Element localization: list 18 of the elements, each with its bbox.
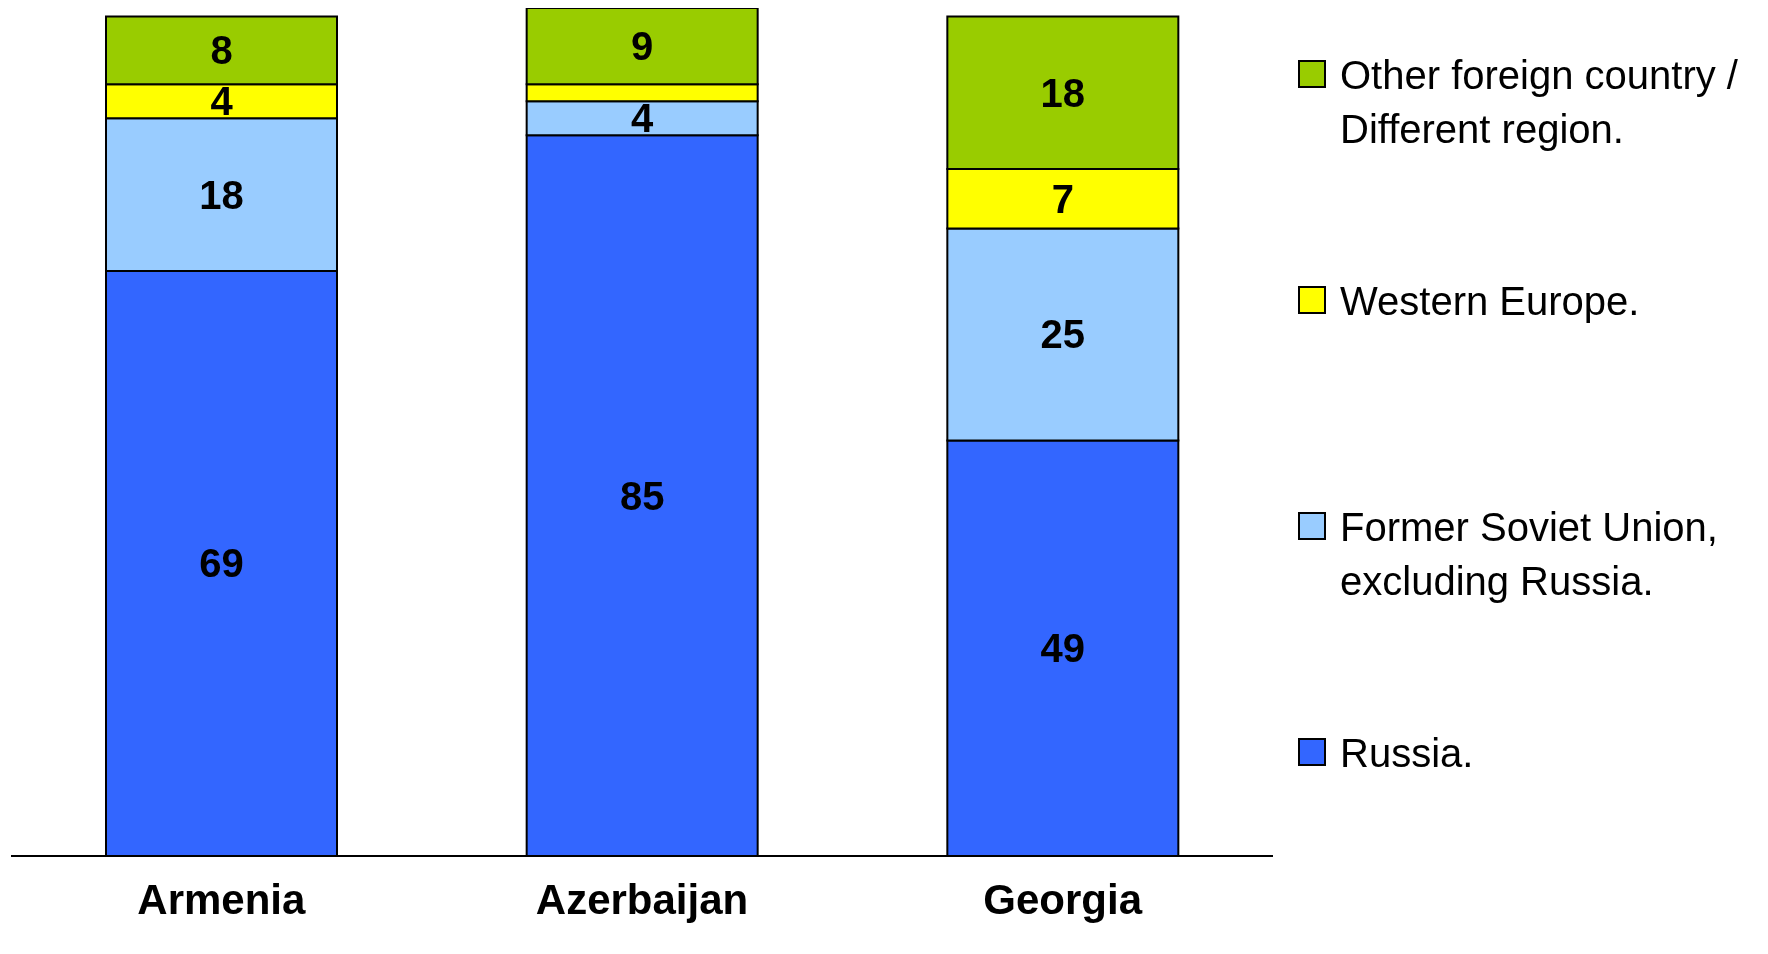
x-tick-label: Armenia: [137, 875, 307, 923]
legend-label: Western Europe.: [1340, 278, 1641, 325]
data-label: 4: [210, 79, 234, 124]
data-label: 69: [199, 541, 244, 586]
legend-label: Other foreign country / Different region.: [1340, 52, 1739, 153]
data-label: 18: [1040, 70, 1086, 115]
data-label: 9: [631, 24, 654, 69]
data-label: 25: [1040, 312, 1086, 357]
data-label: 7: [1051, 176, 1074, 221]
x-tick-label: Georgia: [983, 875, 1143, 923]
data-label: 18: [199, 172, 244, 217]
x-tick-label: Azerbaijan: [535, 875, 749, 923]
data-label: 49: [1040, 626, 1086, 671]
legend-label: Former Soviet Union, excluding Russia.: [1340, 504, 1719, 605]
legend-label: Russia.: [1340, 730, 1475, 777]
data-label: 8: [210, 28, 233, 73]
data-label: 85: [619, 473, 665, 518]
data-label: 4: [631, 96, 655, 141]
